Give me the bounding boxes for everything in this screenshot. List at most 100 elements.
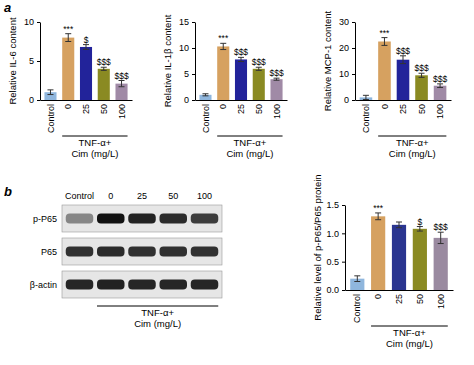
lane-label: Control: [65, 191, 94, 201]
x-tick: 0: [63, 100, 73, 109]
significance: ***: [373, 203, 384, 213]
y-tick-mark: [192, 74, 195, 75]
blot-band: [97, 280, 125, 290]
significance: $$$: [434, 222, 448, 232]
error-bar-stem: [384, 38, 385, 46]
error-bar-cap: [381, 45, 387, 46]
error-bar: [202, 94, 208, 96]
group-label: Cim (mg/L): [389, 148, 436, 159]
error-bar-stem: [365, 95, 366, 99]
x-tick: Control: [46, 100, 56, 133]
y-tick-label: 5: [29, 56, 34, 66]
error-bar: [437, 84, 443, 88]
y-tick-mark: [352, 100, 355, 101]
x-tick-label: 50: [99, 104, 109, 114]
y-tick-label: 5: [184, 69, 189, 79]
error-bar-stem: [440, 84, 441, 88]
error-bar-stem: [86, 45, 87, 50]
blot-band: [66, 280, 94, 290]
x-tick-label: 0: [373, 294, 383, 299]
group-label: TNF-α+: [393, 327, 426, 338]
blot-band: [66, 214, 94, 224]
error-bar: [256, 67, 262, 70]
significance: $$$: [114, 71, 128, 81]
x-tick: Control: [352, 290, 362, 323]
y-tick: 10: [179, 43, 195, 53]
error-bar-cap: [354, 281, 360, 282]
x-tick: 25: [398, 100, 408, 114]
bar: [413, 229, 427, 290]
y-tick-label: 0: [344, 95, 349, 105]
significance: ***: [218, 33, 229, 43]
error-bar-stem: [357, 276, 358, 282]
blot-band: [128, 214, 156, 224]
y-tick-mark: [342, 233, 345, 234]
error-bar: [396, 222, 402, 228]
significance: $$$: [433, 74, 447, 84]
error-bar-stem: [121, 81, 122, 87]
error-bar-cap: [354, 275, 360, 276]
y-tick-label: 0.0: [326, 285, 339, 295]
y-tick-label: 1.5: [326, 200, 339, 210]
y-axis: 0102030: [339, 17, 356, 105]
error-bar-stem: [378, 213, 379, 220]
error-bar-cap: [417, 231, 423, 232]
x-tick: 100: [435, 100, 445, 119]
group-label: Cim (mg/L): [71, 148, 118, 159]
y-tick: 1.5: [326, 200, 345, 210]
y-tick-mark: [352, 22, 355, 23]
lane-label: 25: [137, 191, 147, 201]
y-tick-label: 30: [339, 17, 349, 27]
y-axis-title: Relative IL-1β content: [162, 14, 173, 107]
y-tick-label: 1.0: [326, 229, 339, 239]
bar: [199, 95, 211, 100]
y-tick-label: 10: [339, 69, 349, 79]
y-tick-mark: [342, 262, 345, 263]
bar: [98, 69, 110, 100]
significance: $$$: [269, 68, 283, 78]
error-bar: [220, 43, 226, 49]
blot-band: [160, 280, 188, 290]
x-tick: 0: [218, 100, 228, 109]
y-tick-mark: [37, 100, 40, 101]
panel-label: a: [4, 0, 11, 15]
y-tick-mark: [352, 74, 355, 75]
y-tick: 0.5: [326, 257, 345, 267]
x-tick-label: 0: [218, 104, 228, 109]
x-tick: 50: [417, 100, 427, 114]
y-tick-mark: [192, 48, 195, 49]
error-bar: [65, 34, 71, 42]
x-axis-line: [346, 290, 454, 291]
bar: [371, 216, 385, 290]
bar: [378, 42, 391, 101]
error-bar-cap: [274, 80, 280, 81]
x-axis-line: [41, 100, 133, 101]
group-label: Cim (mg/L): [134, 318, 181, 329]
x-tick-label: Control: [361, 104, 371, 133]
error-bar: [354, 276, 360, 282]
y-axis-line: [40, 23, 41, 101]
x-axis: Control 0 25 50 100: [356, 100, 452, 133]
x-tick-label: 0: [380, 104, 390, 109]
y-axis: 051015: [179, 17, 196, 105]
y-tick-mark: [37, 22, 40, 23]
significance: $$$: [252, 57, 266, 67]
y-tick: 1.0: [326, 229, 345, 239]
bar: [434, 238, 448, 290]
bar: [62, 38, 74, 100]
bar: [270, 79, 282, 100]
blot-row-label: β-actin: [30, 280, 57, 290]
x-tick: 100: [272, 100, 282, 119]
error-bar-stem: [241, 57, 242, 61]
significance: $$$: [414, 63, 428, 73]
blot-band: [66, 247, 94, 257]
error-bar-cap: [65, 41, 71, 42]
lane-label: 0: [108, 191, 113, 201]
x-tick-label: 100: [117, 104, 127, 119]
y-tick-mark: [342, 205, 345, 206]
error-bar-cap: [400, 63, 406, 64]
group-label: TNF-α+: [396, 137, 429, 148]
y-tick-label: 0.5: [326, 257, 339, 267]
error-bar-cap: [202, 95, 208, 96]
blot-band: [160, 247, 188, 257]
